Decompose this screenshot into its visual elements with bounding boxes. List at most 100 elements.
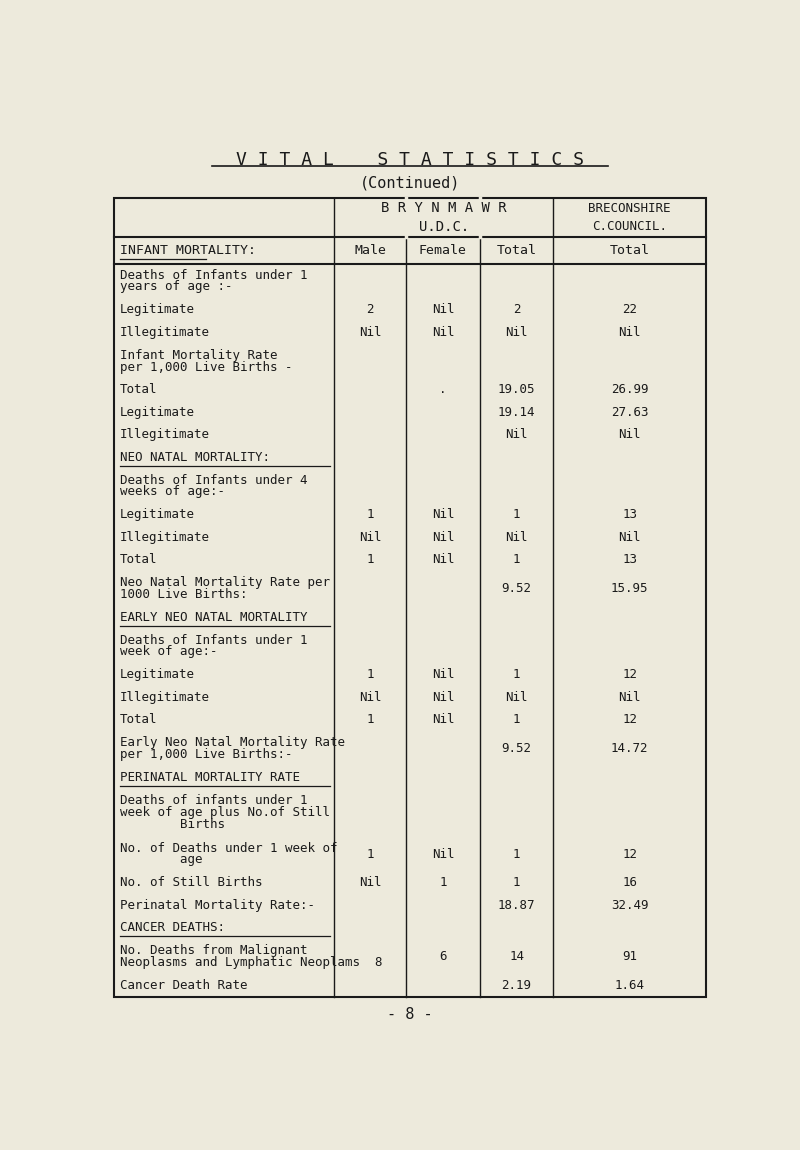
Text: No. of Deaths under 1 week of: No. of Deaths under 1 week of xyxy=(120,842,338,854)
Text: Deaths of Infants under 1: Deaths of Infants under 1 xyxy=(120,269,308,282)
Text: 19.05: 19.05 xyxy=(498,383,535,397)
Text: years of age :-: years of age :- xyxy=(120,281,233,293)
Text: Illegitimate: Illegitimate xyxy=(120,428,210,442)
Text: Nil: Nil xyxy=(432,304,454,316)
Text: 9.52: 9.52 xyxy=(502,742,531,754)
Text: CANCER DEATHS:: CANCER DEATHS: xyxy=(120,921,225,934)
Text: 18.87: 18.87 xyxy=(498,899,535,912)
Text: 14.72: 14.72 xyxy=(611,742,649,754)
Text: Total: Total xyxy=(120,383,158,397)
Text: 1: 1 xyxy=(366,553,374,566)
Text: Early Neo Natal Mortality Rate: Early Neo Natal Mortality Rate xyxy=(120,736,345,749)
Text: Nil: Nil xyxy=(506,530,528,544)
Text: U.D.C.: U.D.C. xyxy=(418,220,469,233)
Text: PERINATAL MORTALITY RATE: PERINATAL MORTALITY RATE xyxy=(120,770,300,784)
Text: Nil: Nil xyxy=(432,553,454,566)
Text: 12: 12 xyxy=(622,848,638,860)
Text: Nil: Nil xyxy=(359,876,382,889)
Text: Legitimate: Legitimate xyxy=(120,668,195,681)
Text: age: age xyxy=(120,853,202,866)
Text: 15.95: 15.95 xyxy=(611,582,649,595)
Text: Illegitimate: Illegitimate xyxy=(120,325,210,339)
Text: 91: 91 xyxy=(622,950,638,963)
Text: 26.99: 26.99 xyxy=(611,383,649,397)
Text: Nil: Nil xyxy=(618,530,641,544)
Text: week of age:-: week of age:- xyxy=(120,645,218,659)
Text: Cancer Death Rate: Cancer Death Rate xyxy=(120,979,248,991)
Text: 6: 6 xyxy=(439,950,446,963)
Text: 12: 12 xyxy=(622,668,638,681)
Text: 1: 1 xyxy=(513,508,520,521)
Text: Legitimate: Legitimate xyxy=(120,304,195,316)
Text: 2: 2 xyxy=(513,304,520,316)
Text: 9.52: 9.52 xyxy=(502,582,531,595)
Text: Nil: Nil xyxy=(359,691,382,704)
Text: Births: Births xyxy=(120,818,225,831)
Text: Nil: Nil xyxy=(432,508,454,521)
Text: No. of Still Births: No. of Still Births xyxy=(120,876,262,889)
Text: EARLY NEO NATAL MORTALITY: EARLY NEO NATAL MORTALITY xyxy=(120,611,308,623)
Text: Total: Total xyxy=(610,244,650,256)
Text: Male: Male xyxy=(354,244,386,256)
Text: Illegitimate: Illegitimate xyxy=(120,691,210,704)
Text: Nil: Nil xyxy=(618,428,641,442)
Text: 1: 1 xyxy=(366,668,374,681)
Text: Nil: Nil xyxy=(432,848,454,860)
Text: Nil: Nil xyxy=(618,325,641,339)
Text: 1000 Live Births:: 1000 Live Births: xyxy=(120,588,248,600)
Text: 12: 12 xyxy=(622,713,638,726)
Text: Illegitimate: Illegitimate xyxy=(120,530,210,544)
Text: Neoplasms and Lymphatic Neoplams  8: Neoplasms and Lymphatic Neoplams 8 xyxy=(120,956,382,969)
Text: Deaths of Infants under 1: Deaths of Infants under 1 xyxy=(120,634,308,646)
Text: Nil: Nil xyxy=(506,691,528,704)
Text: Nil: Nil xyxy=(618,691,641,704)
Text: BRECONSHIRE: BRECONSHIRE xyxy=(589,201,671,215)
Text: Deaths of Infants under 4: Deaths of Infants under 4 xyxy=(120,474,308,486)
Text: NEO NATAL MORTALITY:: NEO NATAL MORTALITY: xyxy=(120,451,270,463)
Text: 13: 13 xyxy=(622,508,638,521)
Text: Total: Total xyxy=(120,713,158,726)
Text: 2.19: 2.19 xyxy=(502,979,531,991)
Text: 1: 1 xyxy=(513,876,520,889)
Text: 27.63: 27.63 xyxy=(611,406,649,419)
Text: V I T A L    S T A T I S T I C S: V I T A L S T A T I S T I C S xyxy=(236,151,584,169)
Text: 19.14: 19.14 xyxy=(498,406,535,419)
Text: Nil: Nil xyxy=(432,691,454,704)
Text: Legitimate: Legitimate xyxy=(120,508,195,521)
Text: 1: 1 xyxy=(513,848,520,860)
Text: Neo Natal Mortality Rate per: Neo Natal Mortality Rate per xyxy=(120,576,330,589)
Text: 14: 14 xyxy=(509,950,524,963)
Text: per 1,000 Live Births -: per 1,000 Live Births - xyxy=(120,360,293,374)
Text: 1: 1 xyxy=(439,876,446,889)
Text: INFANT MORTALITY:: INFANT MORTALITY: xyxy=(120,244,256,256)
Text: B R Y N M A W R: B R Y N M A W R xyxy=(381,201,506,215)
Text: Total: Total xyxy=(120,553,158,566)
Text: Nil: Nil xyxy=(432,325,454,339)
Text: 2: 2 xyxy=(366,304,374,316)
Text: Female: Female xyxy=(419,244,467,256)
Text: 32.49: 32.49 xyxy=(611,899,649,912)
Text: 1: 1 xyxy=(366,848,374,860)
Text: 16: 16 xyxy=(622,876,638,889)
Text: 1: 1 xyxy=(513,713,520,726)
Text: Nil: Nil xyxy=(432,530,454,544)
Text: Nil: Nil xyxy=(359,325,382,339)
Text: Nil: Nil xyxy=(506,428,528,442)
Text: 1: 1 xyxy=(513,668,520,681)
Text: (Continued): (Continued) xyxy=(360,175,460,190)
Text: .: . xyxy=(439,383,446,397)
Text: Perinatal Mortality Rate:-: Perinatal Mortality Rate:- xyxy=(120,899,315,912)
Text: 1: 1 xyxy=(513,553,520,566)
Text: Total: Total xyxy=(497,244,537,256)
Text: per 1,000 Live Births:-: per 1,000 Live Births:- xyxy=(120,748,293,761)
Text: C.COUNCIL.: C.COUNCIL. xyxy=(592,220,667,233)
Text: Nil: Nil xyxy=(506,325,528,339)
Text: 13: 13 xyxy=(622,553,638,566)
Text: weeks of age:-: weeks of age:- xyxy=(120,485,225,498)
Text: Nil: Nil xyxy=(432,668,454,681)
Text: week of age plus No.of Still: week of age plus No.of Still xyxy=(120,806,330,819)
Text: Nil: Nil xyxy=(359,530,382,544)
Text: 1: 1 xyxy=(366,508,374,521)
Text: No. Deaths from Malignant: No. Deaths from Malignant xyxy=(120,944,308,957)
Text: Infant Mortality Rate: Infant Mortality Rate xyxy=(120,348,278,362)
